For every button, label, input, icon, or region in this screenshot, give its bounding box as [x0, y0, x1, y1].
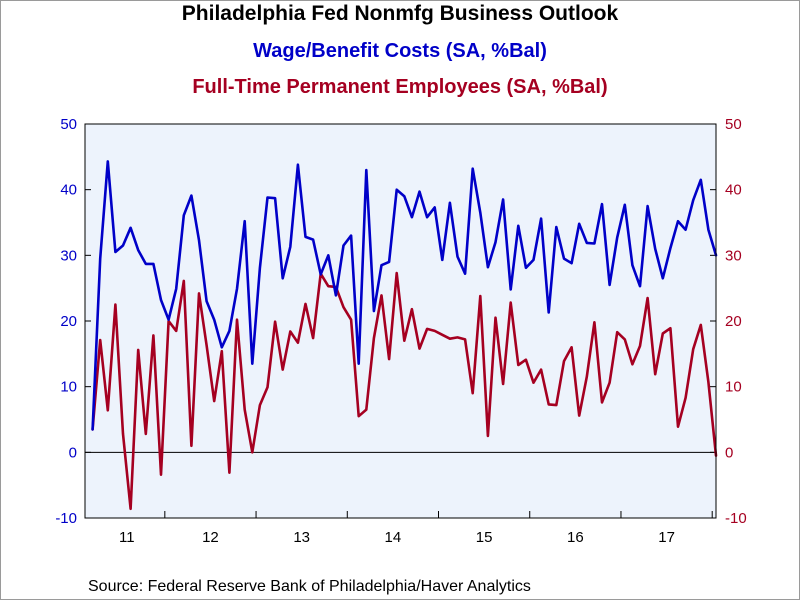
x-tick-label: 15: [476, 529, 493, 546]
y-tick-label-left: 20: [60, 313, 77, 330]
y-tick-label-right: 20: [725, 313, 742, 330]
chart-subtitle-employees: Full-Time Permanent Employees (SA, %Bal): [192, 76, 608, 98]
y-tick-label-left: 50: [60, 116, 77, 133]
source-note: Source: Federal Reserve Bank of Philadel…: [88, 578, 531, 595]
y-tick-label-left: -10: [55, 510, 77, 527]
x-tick-label: 14: [385, 529, 402, 546]
y-tick-label-right: 50: [725, 116, 742, 133]
series-line-full-time-employees: [91, 271, 718, 511]
x-tick-label: 17: [658, 529, 675, 546]
chart-title: Philadelphia Fed Nonmfg Business Outlook: [181, 2, 619, 25]
plot-border: [84, 123, 717, 519]
y-tick-label-left: 10: [60, 379, 77, 396]
y-tick-label-right: 0: [725, 444, 733, 461]
series-line-wage-benefit-costs: [91, 160, 718, 431]
x-tick-label: 13: [293, 529, 310, 546]
x-tick-label: 16: [567, 529, 584, 546]
x-tick-label: 12: [202, 529, 219, 546]
y-tick-label-right: -10: [725, 510, 747, 527]
y-tick-label-left: 40: [60, 182, 77, 199]
y-tick-label-left: 30: [60, 247, 77, 264]
plot-area: [84, 123, 717, 519]
y-tick-label-left: 0: [69, 444, 77, 461]
y-tick-label-right: 30: [725, 247, 742, 264]
chart-subtitle-wage-benefit: Wage/Benefit Costs (SA, %Bal): [253, 40, 547, 62]
y-tick-label-right: 40: [725, 182, 742, 199]
x-tick-label: 11: [119, 529, 135, 546]
y-tick-label-right: 10: [725, 379, 742, 396]
